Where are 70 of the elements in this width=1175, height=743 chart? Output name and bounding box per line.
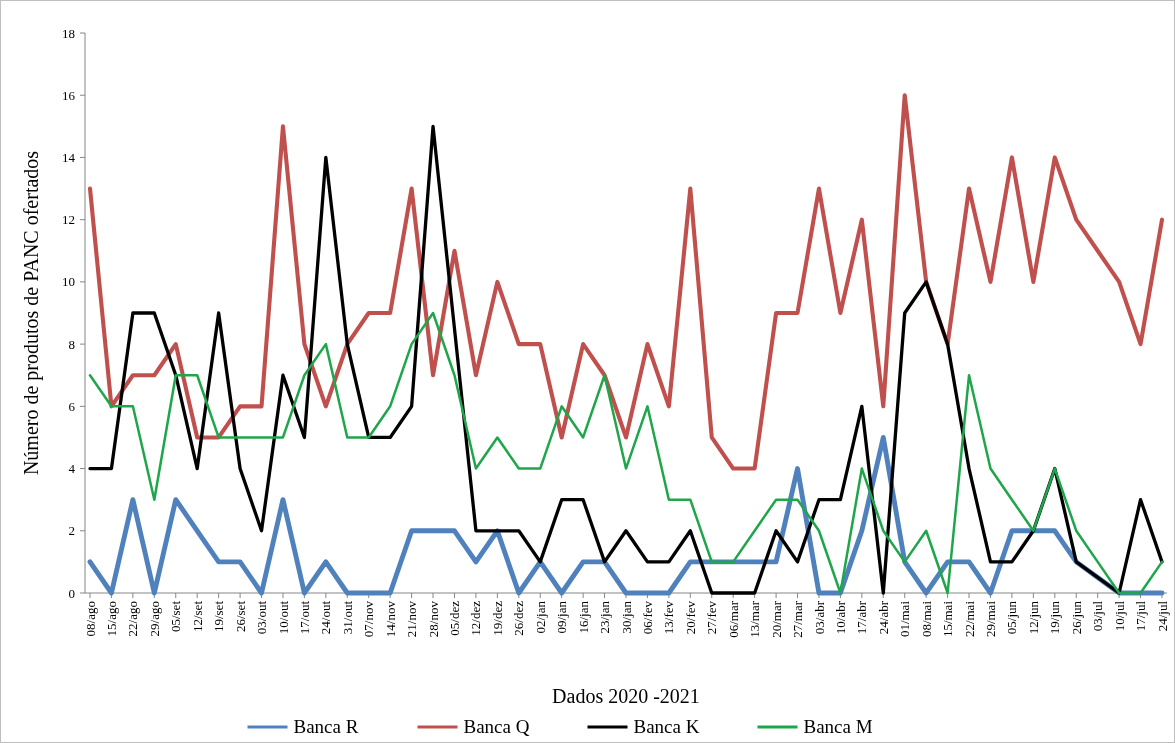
- x-tick-label: 10/jul: [1111, 600, 1127, 632]
- x-tick-label: 24/jul: [1154, 600, 1170, 632]
- x-tick-label: 05/set: [168, 600, 184, 633]
- y-tick-label: 2: [68, 523, 75, 539]
- x-tick-label: 12/dez: [468, 600, 484, 636]
- y-tick-label: 0: [68, 585, 75, 601]
- x-tick-label: 20/mar: [768, 600, 784, 638]
- legend-label: Banca R: [293, 716, 359, 737]
- x-tick-label: 09/jan: [554, 600, 570, 634]
- x-tick-label: 27/fev: [704, 600, 720, 635]
- x-tick-label: 07/nov: [361, 600, 377, 638]
- legend-label: Banca M: [803, 716, 873, 737]
- x-tick-label: 15/ago: [103, 601, 119, 637]
- x-tick-label: 13/mar: [747, 600, 763, 638]
- x-tick-label: 13/fev: [661, 600, 677, 635]
- x-tick-label: 22/ago: [125, 601, 141, 637]
- x-tick-label: 06/fev: [639, 600, 655, 635]
- x-tick-label: 02/jan: [532, 600, 548, 634]
- y-tick-label: 16: [62, 87, 76, 103]
- y-tick-label: 10: [62, 274, 75, 290]
- y-tick-label: 18: [62, 25, 75, 41]
- x-tick-label: 30/jan: [618, 600, 634, 634]
- x-tick-label: 24/abr: [875, 600, 891, 635]
- x-tick-label: 23/jan: [597, 600, 613, 634]
- line-series: [87, 93, 1165, 471]
- x-tick-label: 27/mar: [790, 600, 806, 638]
- x-tick-label: 19/dez: [489, 600, 505, 636]
- x-tick-label: 20/fev: [682, 600, 698, 635]
- x-tick-label: 26/set: [232, 600, 248, 633]
- x-tick-label: 10/out: [275, 600, 291, 635]
- x-tick-label: 08/mai: [918, 600, 934, 638]
- x-tick-label: 03/abr: [811, 600, 827, 635]
- x-tick-label: 08/ago: [82, 601, 98, 637]
- x-tick-label: 15/mai: [940, 600, 956, 638]
- x-tick-label: 01/mai: [897, 600, 913, 638]
- x-tick-label: 12/jun: [1025, 600, 1041, 635]
- x-tick-label: 26/jun: [1068, 600, 1084, 635]
- y-axis-title: Número de produtos de PANC ofertados: [20, 150, 43, 476]
- x-tick-label: 10/abr: [832, 600, 848, 635]
- x-tick-label: 29/ago: [146, 601, 162, 637]
- x-tick-label: 16/jan: [575, 600, 591, 634]
- y-tick-label: 14: [62, 149, 76, 165]
- x-tick-label: 17/abr: [854, 600, 870, 635]
- x-tick-label: 28/nov: [425, 600, 441, 638]
- y-tick-label: 8: [68, 336, 75, 352]
- legend-label: Banca Q: [463, 716, 530, 737]
- y-tick-label: 4: [68, 461, 76, 477]
- x-tick-label: 12/set: [189, 600, 205, 633]
- x-tick-label: 29/mai: [983, 600, 999, 638]
- x-tick-label: 05/dez: [447, 600, 463, 636]
- x-tick-label: 31/out: [339, 600, 355, 635]
- x-tick-label: 14/nov: [382, 600, 398, 638]
- x-tick-label: 05/jun: [1004, 600, 1020, 635]
- x-tick-label: 22/mai: [961, 600, 977, 638]
- x-tick-label: 17/out: [296, 600, 312, 635]
- x-tick-label: 19/jun: [1047, 600, 1063, 635]
- line-series: [88, 124, 1164, 595]
- x-tick-label: 19/set: [211, 600, 227, 633]
- x-tick-label: 26/dez: [511, 600, 527, 636]
- x-tick-label: 03/jul: [1090, 600, 1106, 632]
- x-tick-label: 24/out: [318, 600, 334, 635]
- legend-label: Banca K: [633, 716, 700, 737]
- x-tick-label: 21/nov: [404, 600, 420, 638]
- line-series: [88, 311, 1164, 595]
- x-tick-label: 17/jul: [1133, 600, 1149, 632]
- x-tick-label: 06/mar: [725, 600, 741, 638]
- x-axis-title: Dados 2020 -2021: [552, 685, 700, 707]
- x-tick-label: 03/out: [254, 600, 270, 635]
- y-tick-label: 6: [68, 398, 76, 414]
- y-tick-label: 12: [62, 212, 75, 228]
